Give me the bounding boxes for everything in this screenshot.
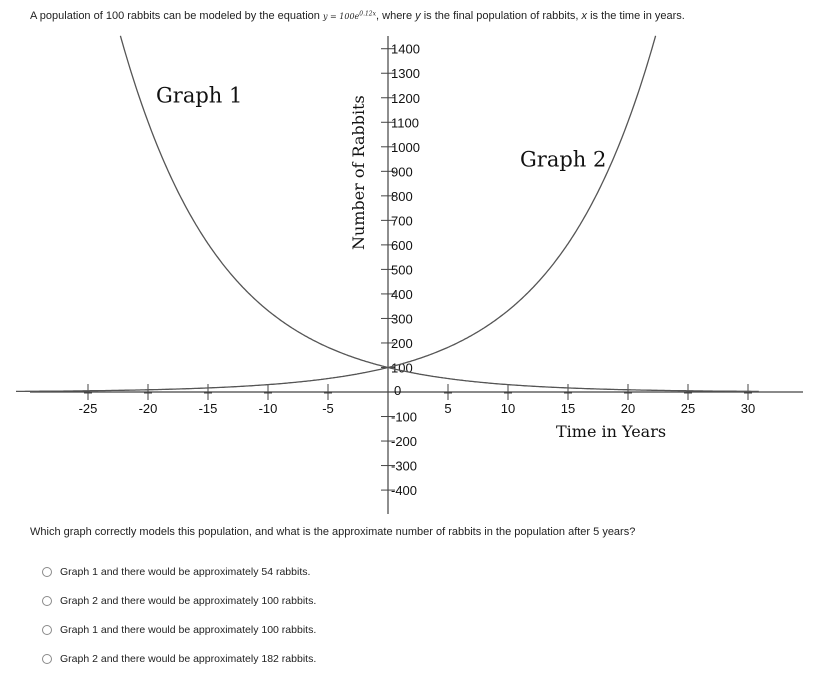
question-part4: is the time in years.	[590, 10, 685, 22]
option-label: Graph 1 and there would be approximately…	[60, 565, 311, 578]
x-tick-label: -25	[79, 401, 98, 416]
y-tick-label: 500	[391, 262, 413, 277]
option-1[interactable]: Graph 1 and there would be approximately…	[42, 557, 316, 586]
x-tick-label: -5	[322, 401, 334, 416]
graph-2-curve	[16, 35, 657, 393]
equation: y = 100e0.12x	[322, 10, 377, 21]
question-part2: , where	[376, 10, 413, 22]
prompt-text: Which graph correctly models this popula…	[30, 526, 636, 538]
y-tick-label: -400	[391, 483, 417, 498]
y-tick-label: -100	[391, 410, 417, 425]
curves	[16, 35, 759, 393]
y-tick-label: 1200	[391, 91, 420, 106]
y-tick-label: 600	[391, 238, 413, 253]
var-y: y	[415, 10, 421, 22]
x-tick-label: 5	[444, 401, 451, 416]
y-tick-label: 400	[391, 287, 413, 302]
option-3[interactable]: Graph 1 and there would be approximately…	[42, 615, 316, 644]
y-tick-label-0: 0	[394, 383, 401, 398]
radio-icon[interactable]	[42, 624, 52, 635]
y-tick-label: -300	[391, 459, 417, 474]
x-ticks: -25 -20 -15 -10 -5 5 10 15 20 25 30	[79, 384, 755, 416]
y-tick-label: 900	[391, 164, 413, 179]
y-tick-label: 100	[391, 360, 413, 375]
option-2[interactable]: Graph 2 and there would be approximately…	[42, 586, 316, 615]
x-tick-label: -10	[259, 401, 278, 416]
question-part3: is the final population of rabbits,	[423, 10, 579, 22]
x-tick-label: 15	[561, 401, 575, 416]
x-tick-label: 10	[501, 401, 515, 416]
equation-base: y = 100e	[322, 12, 360, 21]
answer-options: Graph 1 and there would be approximately…	[42, 557, 316, 673]
x-axis-label: Time in Years	[556, 422, 666, 441]
y-tick-label: 1300	[391, 66, 420, 81]
y-tick-label: 800	[391, 189, 413, 204]
option-label: Graph 2 and there would be approximately…	[60, 652, 317, 665]
y-axis-label: Number of Rabbits	[349, 95, 368, 250]
y-tick-label: 200	[391, 336, 413, 351]
y-tick-label: 1000	[391, 140, 420, 155]
radio-icon[interactable]	[42, 595, 52, 606]
option-label: Graph 2 and there would be approximately…	[60, 594, 317, 607]
question-text: A population of 100 rabbits can be model…	[30, 10, 685, 22]
equation-exponent: 0.12x	[359, 10, 377, 18]
y-tick-label: 1400	[391, 42, 420, 57]
y-tick-label: -200	[391, 434, 417, 449]
x-tick-label: 30	[741, 401, 755, 416]
graph-1-label: Graph 1	[156, 84, 242, 108]
graph-1-curve	[119, 35, 759, 393]
y-tick-label: 1100	[391, 115, 419, 130]
x-tick-label: -15	[199, 401, 218, 416]
rabbit-population-chart: -25 -20 -15 -10 -5 5 10 15 20 25 30 -400 -300 -200 -1…	[16, 35, 803, 514]
x-tick-label: 25	[681, 401, 695, 416]
graph-2-label: Graph 2	[520, 147, 606, 171]
radio-icon[interactable]	[42, 566, 52, 577]
option-4[interactable]: Graph 2 and there would be approximately…	[42, 644, 316, 673]
y-ticks: -400 -300 -200 -100 100 200 300 400 500 600 700 800…	[381, 42, 420, 498]
question-part1: A population of 100 rabbits can be model…	[30, 10, 320, 22]
x-tick-label: -20	[139, 401, 158, 416]
var-x: x	[581, 10, 588, 22]
radio-icon[interactable]	[42, 653, 52, 664]
y-tick-label: 300	[391, 311, 413, 326]
y-tick-label: 700	[391, 213, 413, 228]
x-tick-label: 20	[621, 401, 635, 416]
axes	[30, 36, 803, 514]
option-label: Graph 1 and there would be approximately…	[60, 623, 317, 636]
